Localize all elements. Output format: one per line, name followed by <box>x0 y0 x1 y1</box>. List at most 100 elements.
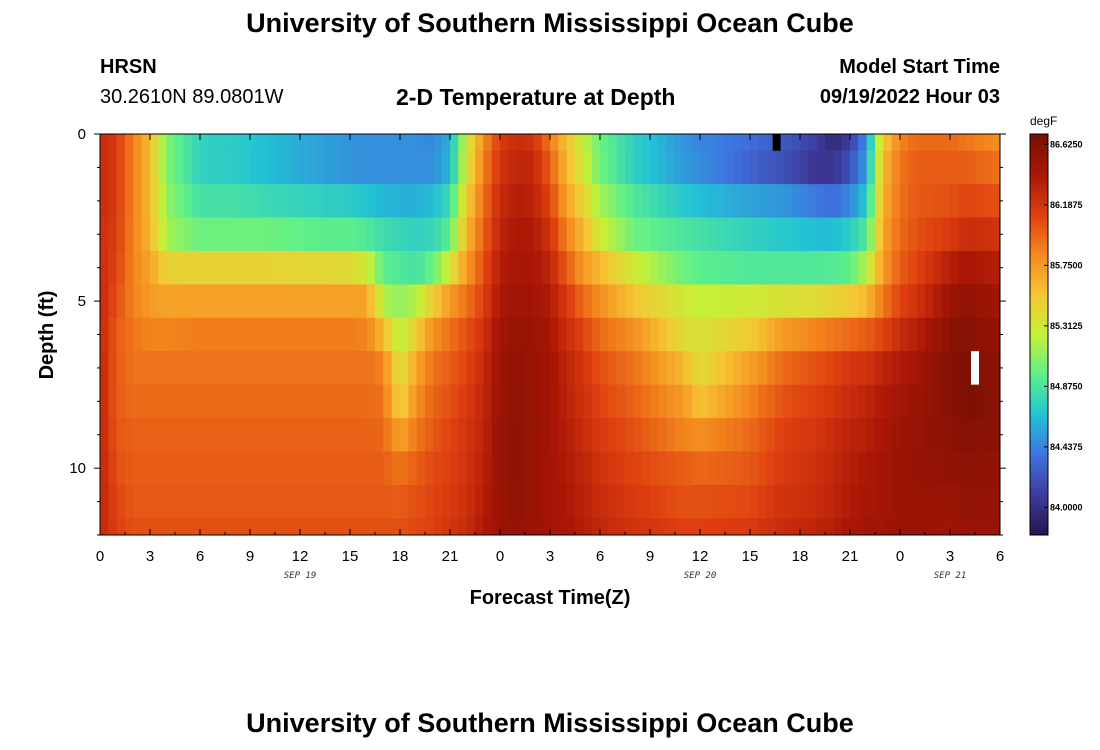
heatmap-cell <box>425 134 434 152</box>
heatmap-cell <box>758 150 768 185</box>
heatmap-cell <box>600 184 609 219</box>
heatmap-cell <box>266 217 276 252</box>
heatmap-cell <box>625 134 634 152</box>
heatmap-cell <box>108 184 118 219</box>
heatmap-cell <box>900 217 909 252</box>
heatmap-cell <box>750 184 759 219</box>
heatmap-cell <box>325 484 334 519</box>
heatmap-cell <box>591 184 601 219</box>
heatmap-cell <box>291 418 301 452</box>
heatmap-cell <box>625 250 634 285</box>
heatmap-cell <box>675 150 684 185</box>
heatmap-cell <box>391 451 401 486</box>
heatmap-cell <box>675 384 684 419</box>
heatmap-cell <box>483 250 493 285</box>
heatmap-cell <box>841 217 851 252</box>
heatmap-cell <box>383 384 393 419</box>
heatmap-cell <box>491 150 501 185</box>
heatmap-cell <box>566 134 576 152</box>
heatmap-cell <box>500 134 509 152</box>
heatmap-cell <box>991 484 1001 519</box>
heatmap-cell <box>816 217 826 252</box>
heatmap-cell <box>325 518 334 536</box>
heatmap-cell <box>125 418 134 452</box>
heatmap-cell <box>500 484 509 519</box>
heatmap-cell <box>783 184 793 219</box>
heatmap-cell <box>516 418 526 452</box>
heatmap-cell <box>841 284 851 319</box>
heatmap-cell <box>941 384 951 419</box>
heatmap-cell <box>266 384 276 419</box>
heatmap-cell <box>508 284 518 319</box>
heatmap-cell <box>933 518 943 536</box>
heatmap-cell <box>291 150 301 185</box>
heatmap-cell <box>675 217 684 252</box>
heatmap-cell <box>433 451 443 486</box>
heatmap-cell <box>391 184 401 219</box>
heatmap-cell <box>666 451 676 486</box>
heatmap-cell <box>116 217 126 252</box>
heatmap-cell <box>925 451 934 486</box>
heatmap-cell <box>466 317 476 352</box>
heatmap-cell <box>766 484 776 519</box>
heatmap-cell <box>358 217 368 252</box>
heatmap-cell <box>333 134 343 152</box>
heatmap-cell <box>458 134 468 152</box>
heatmap-cell <box>391 384 401 419</box>
heatmap-cell <box>583 184 593 219</box>
heatmap-cell <box>425 150 434 185</box>
heatmap-cell <box>266 134 276 152</box>
heatmap-cell <box>300 250 309 285</box>
heatmap-cell <box>400 351 409 386</box>
heatmap-cell <box>858 284 868 319</box>
heatmap-cell <box>250 351 259 386</box>
heatmap-cell <box>566 384 576 419</box>
heatmap-cell <box>625 351 634 386</box>
heatmap-cell <box>400 284 409 319</box>
heatmap-cell <box>983 518 993 536</box>
heatmap-cell <box>716 351 726 386</box>
heatmap-cell <box>675 518 684 536</box>
heatmap-cell <box>941 184 951 219</box>
heatmap-cell <box>416 317 426 352</box>
heatmap-cell <box>850 134 859 152</box>
heatmap-cell <box>108 518 118 536</box>
heatmap-cell <box>441 518 451 536</box>
heatmap-cell <box>558 134 568 152</box>
heatmap-cell <box>816 284 826 319</box>
heatmap-cell <box>950 418 959 452</box>
heatmap-cell <box>950 250 959 285</box>
heatmap-cell <box>950 217 959 252</box>
heatmap-cell <box>650 284 659 319</box>
heatmap-cell <box>908 317 918 352</box>
heatmap-cell <box>441 134 451 152</box>
heatmap-cell <box>141 217 151 252</box>
heatmap-cell <box>458 250 468 285</box>
heatmap-cell <box>283 250 293 285</box>
heatmap-cell <box>733 518 743 536</box>
heatmap-cell <box>475 134 484 152</box>
heatmap-cell <box>275 284 284 319</box>
heatmap-cell <box>750 134 759 152</box>
heatmap-cell <box>800 317 809 352</box>
heatmap-cell <box>608 484 618 519</box>
heatmap-cell <box>341 250 351 285</box>
heatmap-cell <box>416 451 426 486</box>
heatmap-cell <box>558 484 568 519</box>
heatmap-cell <box>591 518 601 536</box>
heatmap-cell <box>716 250 726 285</box>
heatmap-cell <box>975 150 984 185</box>
heatmap-cell <box>633 250 643 285</box>
heatmap-cell <box>100 317 109 352</box>
heatmap-cell <box>933 250 943 285</box>
heatmap-cell <box>758 284 768 319</box>
heatmap-cell <box>358 351 368 386</box>
heatmap-cell <box>333 184 343 219</box>
heatmap-cell <box>175 184 184 219</box>
heatmap-cell <box>575 184 584 219</box>
heatmap-cell <box>650 351 659 386</box>
heatmap-cell <box>341 384 351 419</box>
heatmap-cell <box>333 518 343 536</box>
heatmap-cell <box>658 384 668 419</box>
heatmap-cell <box>891 484 901 519</box>
